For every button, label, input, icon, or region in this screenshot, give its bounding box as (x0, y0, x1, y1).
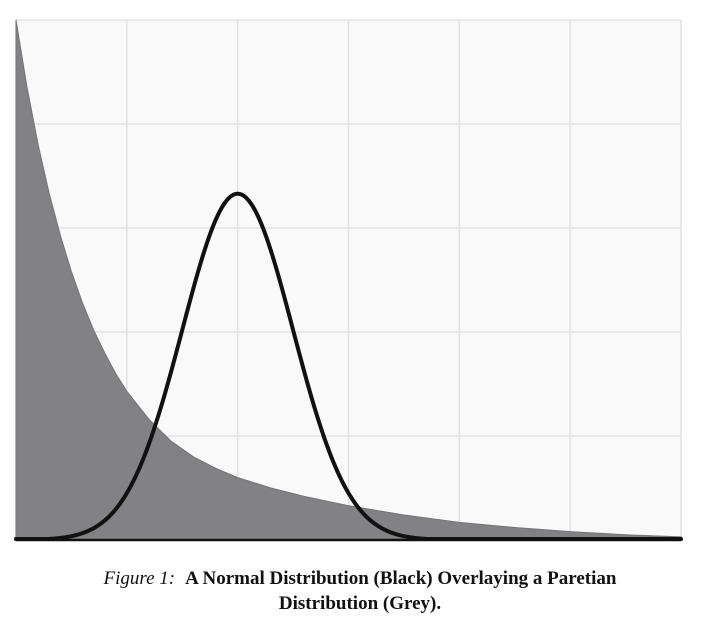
figure-caption: Figure 1: A Normal Distribution (Black) O… (0, 566, 720, 616)
caption-line-1: Figure 1: A Normal Distribution (Black) O… (0, 566, 720, 591)
distribution-chart (14, 19, 683, 542)
paretian-distribution-area (15, 19, 682, 541)
figure-title-line-1: A Normal Distribution (Black) Overlaying… (185, 568, 617, 589)
figure-label: Figure 1: (103, 568, 176, 589)
figure-title-line-2: Distribution (Grey). (278, 593, 442, 614)
